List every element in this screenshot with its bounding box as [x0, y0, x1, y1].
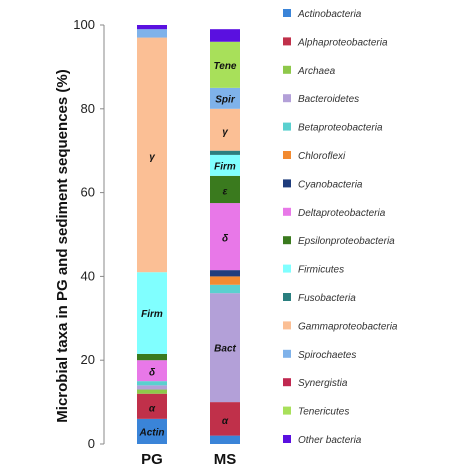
legend-label: Other bacteria — [298, 435, 362, 446]
segment-label: Spir — [215, 94, 236, 105]
legend-label: Tenericutes — [298, 407, 349, 418]
legend-swatch — [283, 65, 291, 74]
legend-label: Spirochaetes — [298, 350, 356, 361]
y-tick-label: 20 — [81, 352, 95, 367]
legend-label: Synergistia — [298, 378, 348, 389]
y-axis-title: Microbial taxa in PG and sediment sequen… — [54, 69, 71, 422]
legend-label: Archaea — [297, 66, 336, 77]
bar-segment — [210, 87, 240, 109]
segment-label: Actin — [139, 427, 165, 438]
x-category-label: MS — [214, 451, 237, 468]
bar-segment — [137, 25, 167, 30]
x-category-label: PG — [141, 451, 163, 468]
legend-swatch — [283, 122, 291, 131]
segment-label: Firm — [141, 309, 163, 320]
segment-label: γ — [149, 152, 156, 163]
bar-segment — [137, 353, 167, 361]
bar-segment — [210, 175, 240, 204]
segment-label: Tene — [214, 61, 237, 72]
legend-label: Gammaproteobacteria — [298, 321, 398, 332]
bar-segment — [137, 393, 167, 419]
legend-swatch — [283, 264, 291, 273]
legend-label: Alphaproteobacteria — [297, 37, 388, 48]
legend-label: Betaproteobacteria — [298, 123, 383, 134]
bar-segment — [210, 270, 240, 277]
legend-label: Actinobacteria — [297, 9, 362, 20]
axis-layer: 0 20 40 60 80 100 PG MS — [73, 17, 236, 468]
bar-segment — [137, 385, 167, 390]
legend-label: Bacteroidetes — [298, 94, 359, 105]
bars-layer — [137, 25, 240, 444]
legend-swatch — [283, 321, 291, 330]
legend-swatch — [283, 406, 291, 415]
bar-segment — [210, 29, 240, 42]
bar-segment — [137, 389, 167, 394]
legend-label: Deltaproteobacteria — [298, 208, 386, 219]
legend-swatch — [283, 37, 291, 46]
segment-label: α — [149, 403, 156, 414]
bar-segment — [137, 381, 167, 386]
segment-label: γ — [222, 127, 229, 138]
segment-labels-layer: Actin α δ Firm γ α Bact δ ε Firm γ Spir Tene — [139, 61, 237, 439]
legend-swatch — [283, 349, 291, 358]
legend-swatch — [283, 236, 291, 245]
legend: Actinobacteria Alphaproteobacteria Archaea… — [283, 9, 398, 446]
bar-segment — [210, 276, 240, 285]
legend-label: Firmicutes — [298, 265, 344, 276]
y-tick-label: 60 — [81, 185, 95, 200]
bar-segment — [137, 360, 167, 382]
bar-segment — [210, 284, 240, 294]
bar-segment — [210, 435, 240, 444]
legend-label: Epsilonproteobacteria — [298, 236, 395, 247]
legend-swatch — [283, 435, 291, 443]
segment-label: ε — [223, 186, 228, 197]
legend-swatch — [283, 151, 291, 159]
bar-segment — [210, 402, 240, 436]
bar-segment — [137, 29, 167, 38]
legend-label: Cyanobacteria — [298, 179, 363, 190]
legend-label: Fusobacteria — [298, 293, 356, 304]
y-tick-label: 0 — [88, 436, 95, 451]
bar-segment — [137, 272, 167, 354]
bar-segment — [210, 150, 240, 155]
y-tick-label: 80 — [81, 101, 95, 116]
bar-segment — [137, 37, 167, 273]
legend-swatch — [283, 179, 291, 188]
bar-segment — [210, 203, 240, 271]
legend-swatch — [283, 9, 291, 17]
segment-label: α — [222, 416, 229, 427]
legend-label: Chloroflexi — [298, 151, 346, 162]
bar-segment — [210, 154, 240, 176]
bar-segment — [210, 108, 240, 151]
legend-swatch — [283, 378, 291, 387]
bar-segment — [137, 418, 167, 444]
segment-label: Bact — [214, 344, 236, 355]
segment-label: δ — [149, 368, 156, 379]
y-tick-label: 100 — [73, 17, 95, 32]
segment-label: δ — [222, 234, 229, 245]
legend-swatch — [283, 293, 291, 301]
legend-swatch — [283, 207, 291, 216]
segment-label: Firm — [214, 161, 236, 172]
bar-segment — [210, 293, 240, 403]
y-tick-label: 40 — [81, 268, 95, 283]
legend-swatch — [283, 94, 291, 103]
bar-segment — [210, 41, 240, 88]
